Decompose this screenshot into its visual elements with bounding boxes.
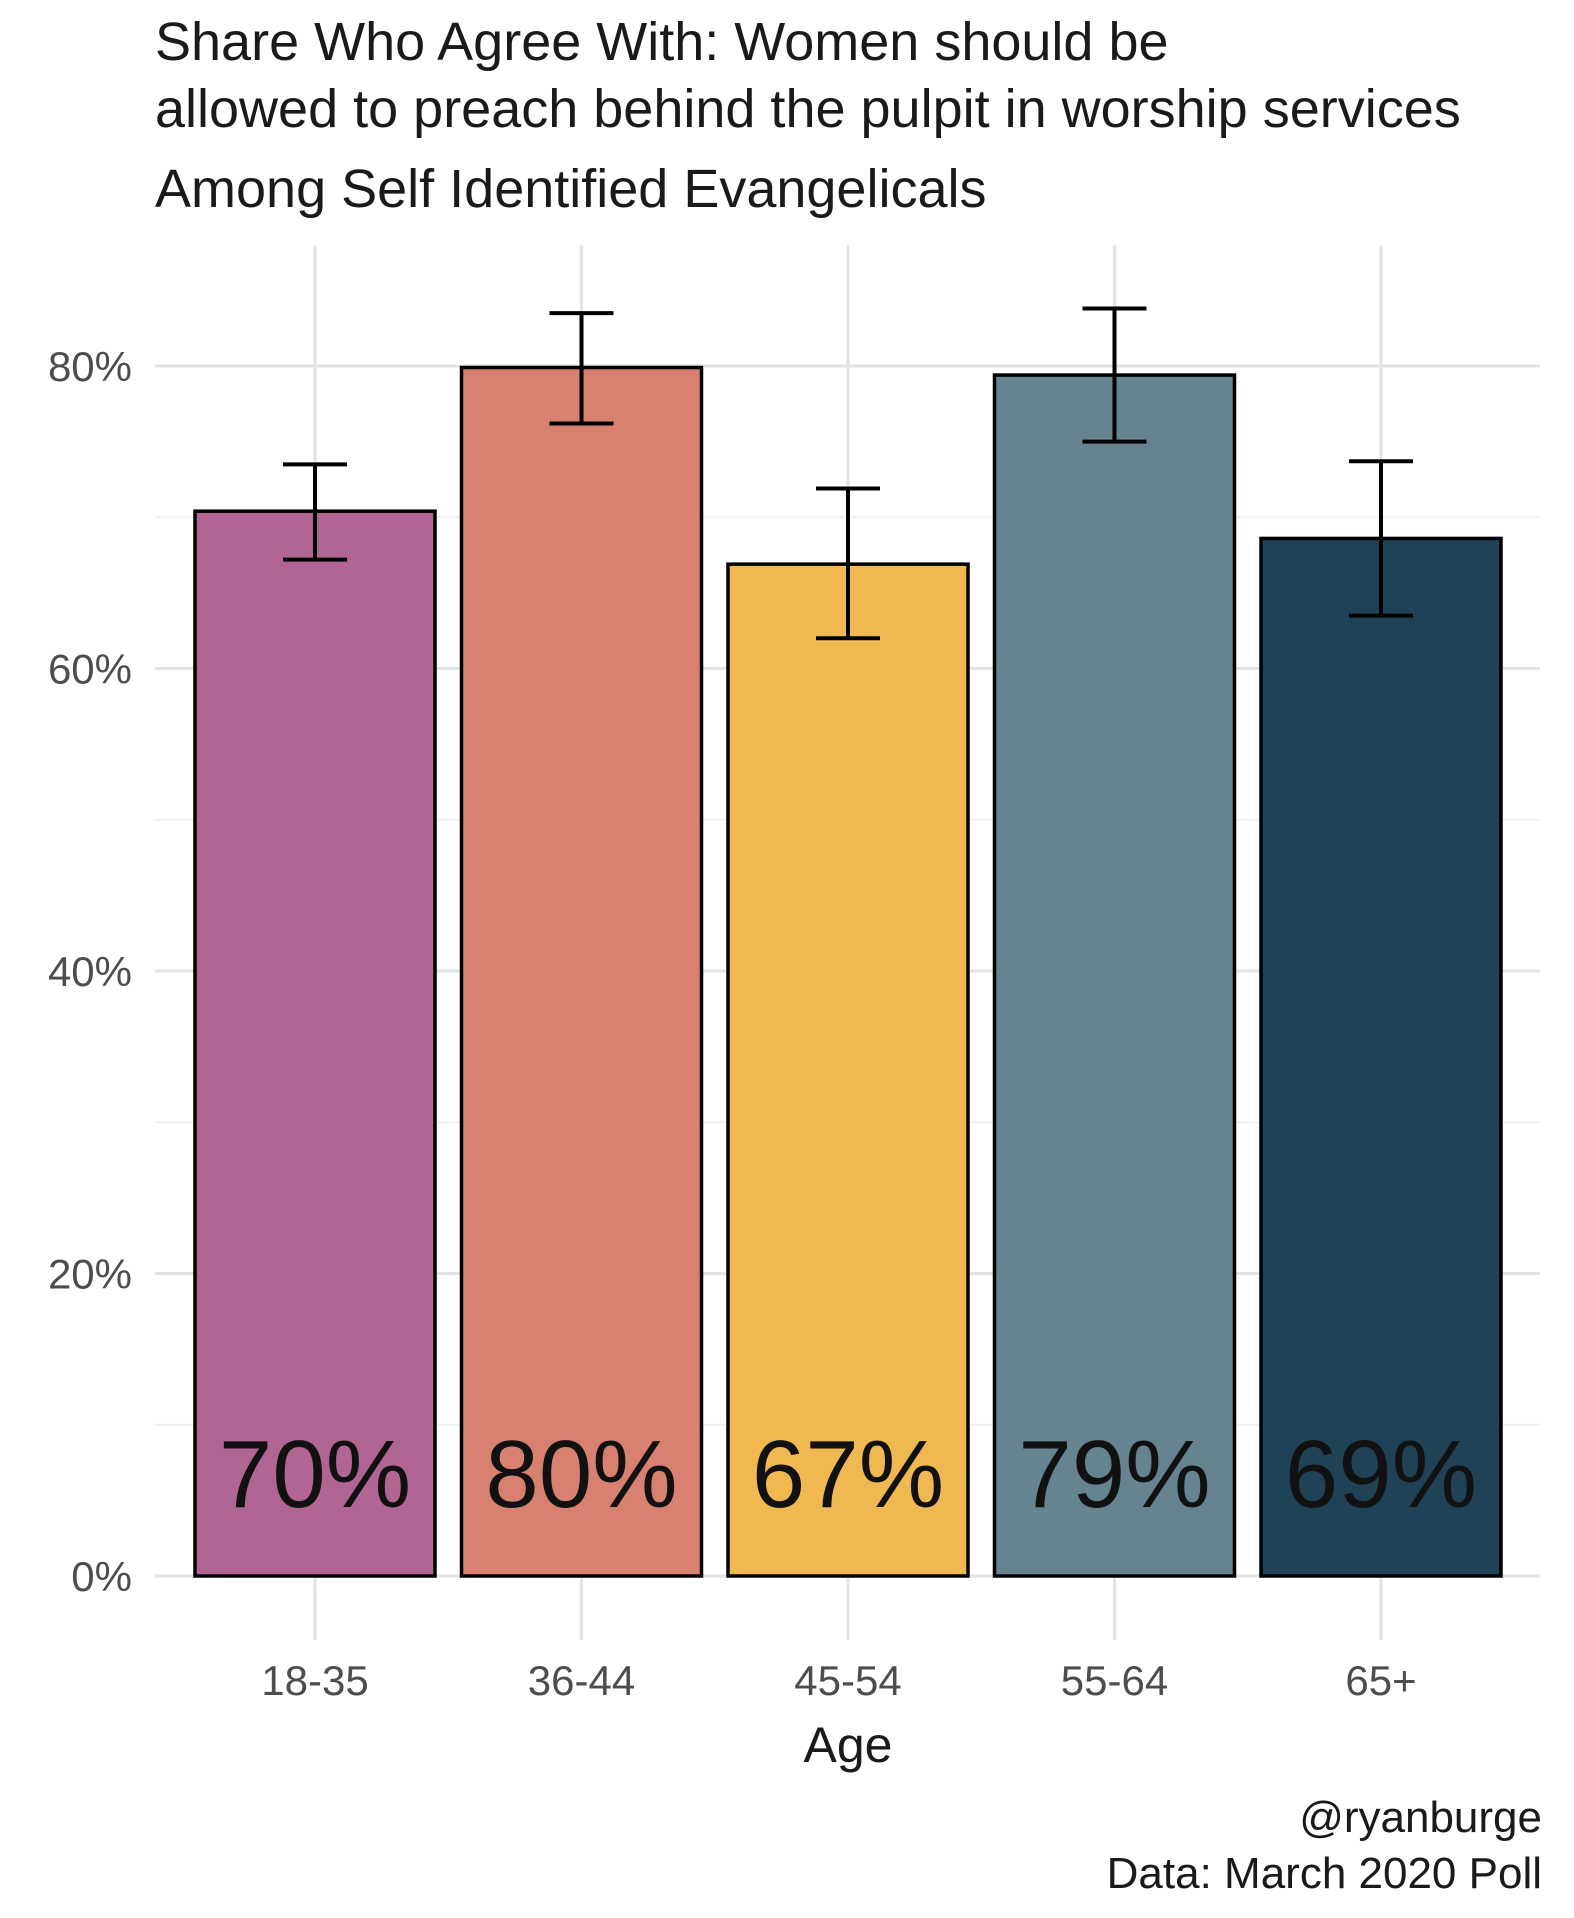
error-bar-45-54 <box>816 486 880 641</box>
error-bar-36-44 <box>549 311 614 426</box>
title-line-2: allowed to preach behind the pulpit in w… <box>155 79 1461 139</box>
chart-title: Share Who Agree With: Women should be al… <box>155 12 1461 219</box>
x-tick-label-36-44: 36-44 <box>528 1657 635 1704</box>
error-bar-55-64 <box>1082 306 1147 444</box>
data-label-55-64: 79% <box>1018 1421 1210 1528</box>
subtitle: Among Self Identified Evangelicals <box>155 159 987 219</box>
y-tick-label: 40% <box>48 948 132 995</box>
title-line-1: Share Who Agree With: Women should be <box>155 12 1169 72</box>
y-tick-label: 60% <box>48 646 132 693</box>
caption: @ryanburge Data: March 2020 Poll <box>1107 1793 1542 1898</box>
bars <box>193 365 1503 1578</box>
data-labels: 70% 80% 67% 79% 69% <box>219 1421 1477 1528</box>
bar-55-64 <box>992 373 1237 1578</box>
x-tick-label-65+: 65+ <box>1345 1657 1416 1704</box>
error-bar-65+ <box>1349 459 1413 618</box>
bar-65+ <box>1259 536 1503 1578</box>
y-axis-ticks: 0% 20% 40% 60% 80% <box>48 343 132 1600</box>
y-tick-label: 80% <box>48 343 132 390</box>
x-axis-ticks: 18-35 36-44 45-54 55-64 65+ <box>261 1657 1416 1704</box>
x-tick-label-45-54: 45-54 <box>794 1657 901 1704</box>
bar-45-54 <box>726 562 970 1578</box>
error-bars <box>283 306 1413 641</box>
bar-18-35 <box>193 509 437 1578</box>
caption-source: Data: March 2020 Poll <box>1107 1849 1542 1898</box>
bar-36-44 <box>459 365 704 1578</box>
x-axis-title: Age <box>804 1717 893 1773</box>
data-label-45-54: 67% <box>752 1421 944 1528</box>
data-label-36-44: 80% <box>485 1421 677 1528</box>
y-tick-label: 0% <box>71 1553 132 1600</box>
x-tick-label-18-35: 18-35 <box>261 1657 368 1704</box>
data-label-65+: 69% <box>1285 1421 1477 1528</box>
x-tick-label-55-64: 55-64 <box>1061 1657 1168 1704</box>
caption-handle: @ryanburge <box>1299 1793 1542 1842</box>
error-bar-18-35 <box>283 462 347 562</box>
y-tick-label: 20% <box>48 1251 132 1298</box>
data-label-18-35: 70% <box>219 1421 411 1528</box>
